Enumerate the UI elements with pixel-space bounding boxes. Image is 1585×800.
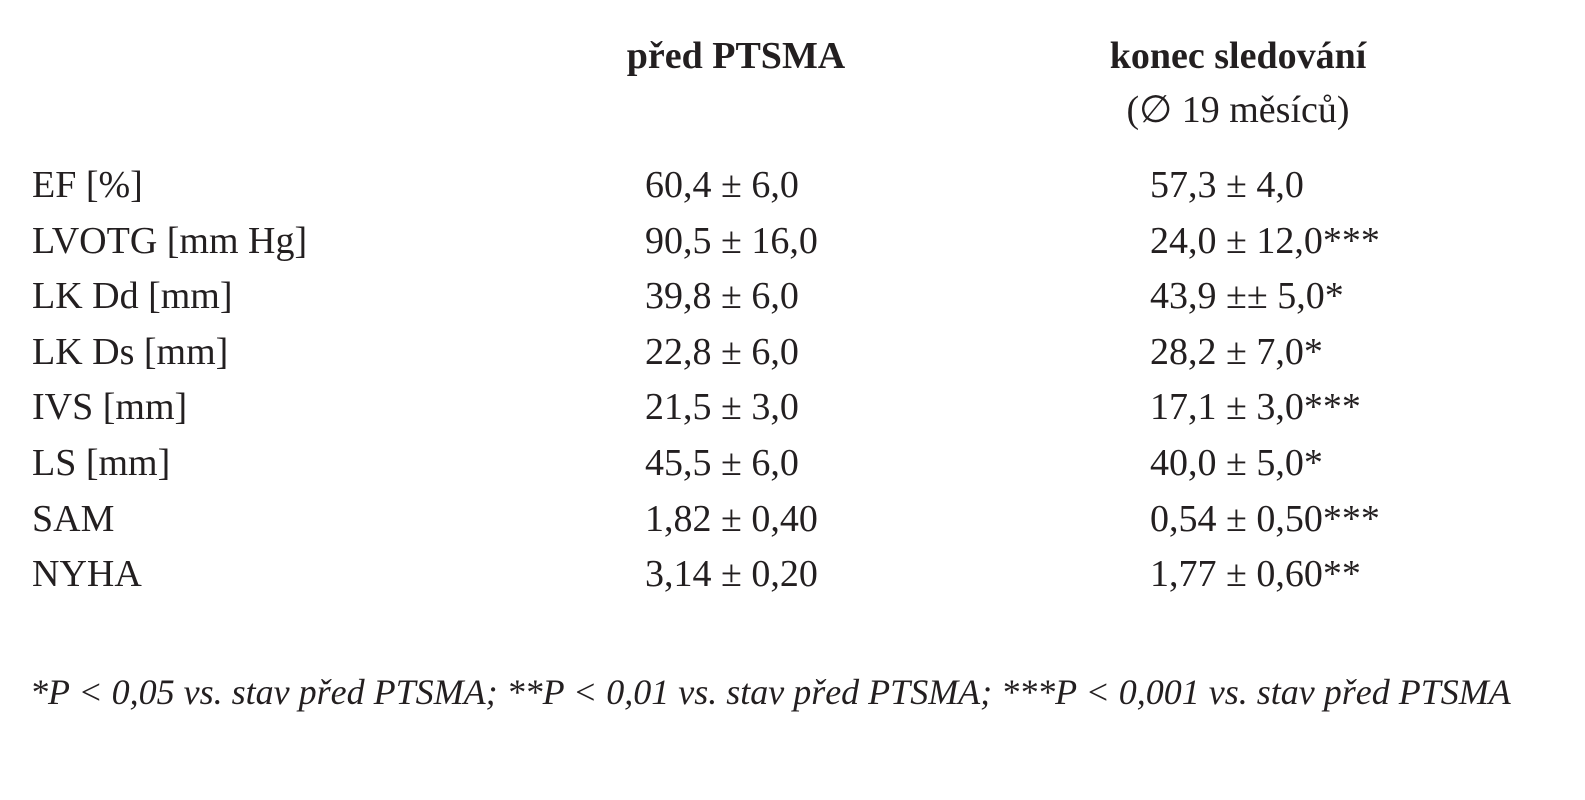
- column-header: konec sledování: [1109, 35, 1367, 77]
- value-before: 90,5 ± 16,0: [645, 219, 818, 262]
- row-label: IVS [mm]: [32, 386, 188, 429]
- value-before: 60,4 ± 6,0: [645, 164, 799, 206]
- value-after: 28,2 ± 7,0*: [1150, 330, 1323, 373]
- value-after: 40,0 ± 5,0*: [1150, 442, 1323, 484]
- value-after: 24,0 ± 12,0***: [1150, 219, 1380, 262]
- column-header-note: (∅ 19 měsíců): [1126, 89, 1350, 131]
- value-after: 0,54 ± 0,50***: [1150, 497, 1380, 540]
- value-before: 21,5 ± 3,0: [645, 386, 799, 429]
- row-label: LVOTG [mm Hg]: [32, 219, 308, 262]
- row-label: LK Ds [mm]: [32, 330, 229, 373]
- value-before: 3,14 ± 0,20: [645, 553, 818, 596]
- row-label: SAM: [32, 497, 115, 540]
- row-label: NYHA: [32, 553, 142, 596]
- value-after: 57,3 ± 4,0: [1150, 164, 1304, 206]
- value-after: 17,1 ± 3,0***: [1150, 386, 1361, 429]
- value-before: 39,8 ± 6,0: [645, 275, 799, 318]
- value-before: 1,82 ± 0,40: [645, 497, 818, 540]
- row-label: EF [%]: [32, 164, 143, 206]
- column-header: před PTSMA: [626, 35, 846, 77]
- row-label: LK Dd [mm]: [32, 275, 233, 318]
- footnote: *P < 0,05 vs. stav před PTSMA; **P < 0,0…: [30, 672, 1511, 712]
- value-after: 1,77 ± 0,60**: [1150, 553, 1361, 596]
- value-before: 45,5 ± 6,0: [645, 442, 799, 484]
- value-before: 22,8 ± 6,0: [645, 330, 799, 373]
- row-label: LS [mm]: [32, 442, 171, 484]
- value-after: 43,9 ±± 5,0*: [1150, 275, 1344, 318]
